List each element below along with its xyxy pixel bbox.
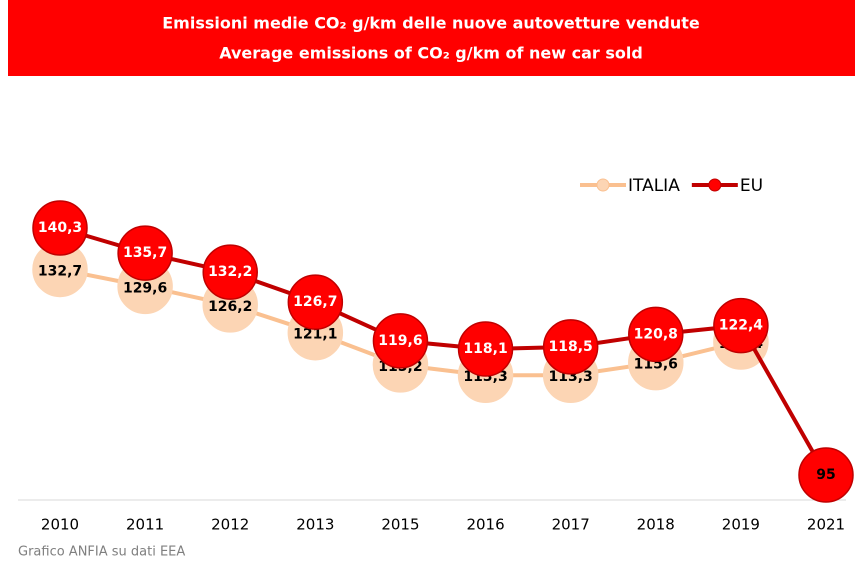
- data-label: 126,7: [293, 294, 337, 310]
- x-tick-label: 2019: [722, 516, 760, 534]
- data-label: 132,2: [208, 264, 252, 280]
- data-label: 118,5: [549, 339, 593, 355]
- data-label: 113,3: [549, 369, 593, 385]
- data-label: 95: [816, 467, 835, 483]
- x-tick-label: 2015: [381, 516, 419, 534]
- legend-label: EU: [740, 176, 763, 196]
- marker: [542, 319, 599, 375]
- legend-label: ITALIA: [628, 176, 680, 196]
- chart-title: Emissioni medie CO₂ g/km delle nuove aut…: [162, 14, 700, 33]
- data-label: 118,1: [463, 341, 507, 357]
- x-tick-label: 2013: [296, 516, 334, 534]
- legend-marker: [708, 178, 722, 192]
- data-label: 132,7: [38, 263, 82, 279]
- marker: [372, 313, 429, 369]
- x-tick-label: 2018: [637, 516, 675, 534]
- data-label: 140,3: [38, 220, 82, 236]
- x-tick-label: 2017: [552, 516, 590, 534]
- marker: [117, 225, 173, 281]
- data-label: 119,6: [378, 333, 422, 349]
- legend-marker: [596, 178, 610, 192]
- x-tick-label: 2016: [466, 516, 504, 534]
- data-label: 120,8: [634, 326, 678, 342]
- x-tick-label: 2011: [126, 516, 164, 534]
- marker: [32, 200, 88, 256]
- data-label: 129,6: [123, 280, 167, 296]
- chart-subtitle: Average emissions of CO₂ g/km of new car…: [219, 44, 643, 63]
- data-label: 135,7: [123, 245, 167, 261]
- x-tick-label: 2010: [41, 516, 79, 534]
- data-label: 121,1: [293, 327, 337, 343]
- marker: [457, 321, 514, 377]
- source-note: Grafico ANFIA su dati EEA: [18, 545, 185, 560]
- x-tick-label: 2012: [211, 516, 249, 534]
- data-label: 115,6: [634, 357, 678, 373]
- series-line: [59, 226, 828, 476]
- title-box: [8, 0, 855, 76]
- marker: [798, 447, 854, 503]
- marker: [628, 306, 684, 363]
- x-tick-label: 2021: [807, 516, 845, 534]
- marker: [713, 297, 769, 354]
- data-label: 126,2: [208, 299, 252, 315]
- marker: [287, 274, 344, 330]
- data-label: 122,4: [719, 318, 764, 334]
- marker: [202, 244, 258, 300]
